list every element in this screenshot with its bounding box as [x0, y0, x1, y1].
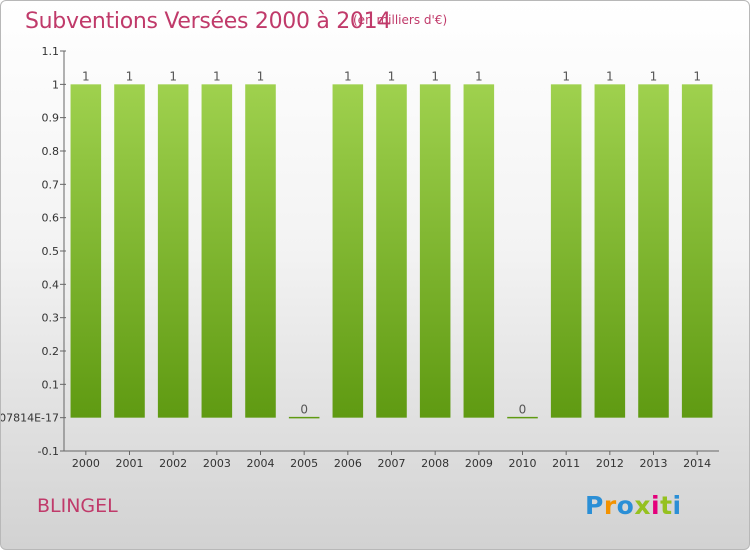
- y-tick-label: 0.6: [42, 212, 60, 225]
- y-tick-label: 1: [52, 78, 59, 91]
- y-tick-label: 0.4: [42, 278, 60, 291]
- x-tick-label: 2009: [465, 457, 493, 470]
- y-tick-label: 0.3: [42, 312, 60, 325]
- x-tick-label: 2014: [683, 457, 711, 470]
- x-tick-label: 2006: [334, 457, 362, 470]
- data-label: 1: [606, 69, 614, 83]
- bar: [332, 84, 364, 418]
- y-tick-label: -0.1: [38, 445, 59, 458]
- data-label: 1: [431, 69, 439, 83]
- bar: [463, 84, 495, 418]
- data-label: 1: [650, 69, 658, 83]
- data-label: 1: [169, 69, 177, 83]
- x-tick-label: 2012: [596, 457, 624, 470]
- chart-bars: 1 1 1 1 1 0 1 1 1 1 0 1 1 1 1: [70, 69, 713, 419]
- x-tick-label: 2000: [72, 457, 100, 470]
- bar: [376, 84, 407, 418]
- x-tick-label: 2005: [290, 457, 318, 470]
- bar: [681, 84, 713, 418]
- data-label: 1: [475, 69, 483, 83]
- x-tick-label: 2001: [116, 457, 144, 470]
- data-label: 0: [300, 403, 308, 417]
- y-tick-label: 1.1: [42, 45, 60, 58]
- data-label: 1: [562, 69, 570, 83]
- x-tick-label: 2013: [640, 457, 668, 470]
- data-label: 1: [257, 69, 265, 83]
- x-tick-label: 2010: [509, 457, 537, 470]
- y-tick-label: 0.9: [42, 112, 60, 125]
- bar: [70, 84, 102, 418]
- data-label: 1: [388, 69, 396, 83]
- chart-axes: -0.1 1.3877787807814E-17 0.1 0.2 0.3 0.4 0.5 0.…: [1, 45, 719, 470]
- bar: [550, 84, 582, 418]
- y-tick-label: 0.2: [42, 345, 60, 358]
- bar: [638, 84, 669, 418]
- data-label: 0: [519, 403, 527, 417]
- data-label: 1: [213, 69, 221, 83]
- bar: [245, 84, 276, 418]
- y-tick-label: 0.1: [42, 378, 60, 391]
- data-label: 1: [693, 69, 701, 83]
- x-tick-label: 2011: [552, 457, 580, 470]
- chart-unit: (en milliers d'€): [353, 13, 448, 27]
- x-tick-label: 2002: [159, 457, 187, 470]
- bar: [419, 84, 451, 418]
- x-tick-label: 2008: [421, 457, 449, 470]
- commune-name: BLINGEL: [37, 495, 118, 517]
- bar: [594, 84, 626, 418]
- y-tick-label: 0.8: [42, 145, 60, 158]
- chart-title: Subventions Versées 2000 à 2014: [25, 9, 392, 34]
- bar: [114, 84, 145, 418]
- x-tick-label: 2004: [247, 457, 275, 470]
- x-tick-label: 2003: [203, 457, 231, 470]
- data-label: 1: [344, 69, 352, 83]
- y-tick-label: 1.3877787807814E-17: [1, 412, 59, 425]
- y-tick-label: 0.7: [42, 178, 60, 191]
- data-label: 1: [82, 69, 90, 83]
- bar: [201, 84, 233, 418]
- data-label: 1: [126, 69, 134, 83]
- proxiti-logo: Proxiti: [585, 491, 682, 520]
- y-tick-label: 0.5: [42, 245, 60, 258]
- bar: [157, 84, 189, 418]
- x-tick-label: 2007: [378, 457, 406, 470]
